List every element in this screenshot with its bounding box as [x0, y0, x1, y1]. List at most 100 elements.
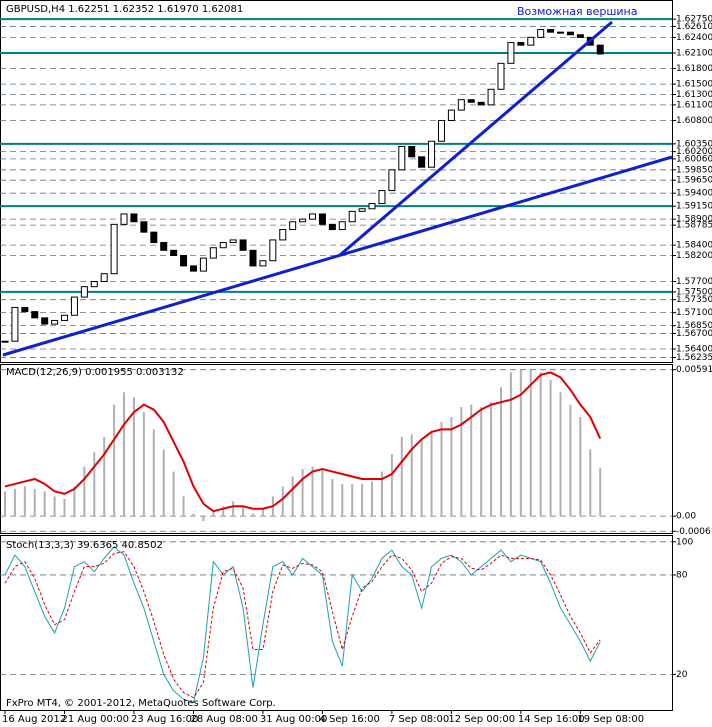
- candle: [388, 169, 396, 192]
- candle: [61, 314, 69, 321]
- candle: [517, 42, 525, 46]
- candle: [90, 280, 98, 288]
- candle: [547, 29, 555, 33]
- y-tick-label: 1.56235: [676, 353, 712, 363]
- candle: [140, 221, 148, 233]
- candle: [249, 249, 257, 267]
- candle: [120, 213, 128, 225]
- signal-line: [4, 371, 602, 513]
- candle: [408, 145, 416, 158]
- candle: [150, 231, 158, 244]
- y-tick-label: 1.59150: [676, 202, 712, 212]
- y-tick-label: 1.60060: [676, 154, 712, 164]
- copyright: FxPro MT4, © 2001-2012, MetaQuotes Softw…: [6, 698, 276, 709]
- y-tick-label: 1.60350: [676, 139, 712, 149]
- price-panel: [0, 0, 673, 363]
- candle: [70, 296, 78, 316]
- y-tick-label: 1.57350: [676, 295, 712, 305]
- y-tick-label: 1.61300: [676, 90, 712, 100]
- candle: [576, 34, 584, 38]
- y-tick-label: 1.60800: [676, 116, 712, 126]
- candle: [338, 221, 346, 231]
- macd-panel: [0, 364, 673, 534]
- x-tick-label: 16 Aug 2012: [2, 714, 66, 725]
- y-tick-label: 20: [676, 670, 688, 680]
- candle: [328, 223, 336, 231]
- candle: [219, 242, 227, 249]
- x-tick-label: 31 Aug 00:00: [260, 714, 327, 725]
- stoch-title: Stoch(13,3,3) 39.6365 40.8502: [6, 540, 163, 551]
- x-tick-label: 12 Sep 00:00: [448, 714, 515, 725]
- candle: [279, 229, 287, 241]
- candle: [31, 311, 39, 319]
- candle: [100, 273, 108, 282]
- x-tick-label: 7 Sep 08:00: [389, 714, 449, 725]
- x-tick-label: 28 Aug 08:00: [190, 714, 257, 725]
- y-tick-label: 1.62400: [676, 33, 712, 43]
- stoch-line: [4, 551, 601, 699]
- candle: [160, 242, 168, 251]
- candle: [180, 255, 188, 267]
- y-tick-label: 1.57500: [676, 287, 712, 297]
- candle: [507, 42, 515, 64]
- candle: [41, 317, 49, 325]
- y-tick-label: 0.00: [676, 512, 696, 522]
- y-tick-label: 1.56850: [676, 321, 712, 331]
- candle: [527, 36, 535, 46]
- candle: [447, 109, 455, 121]
- candle: [170, 249, 178, 257]
- candle: [497, 62, 505, 90]
- candle: [199, 257, 207, 272]
- candle: [51, 319, 59, 325]
- trend-line: [2, 155, 673, 357]
- candle: [437, 119, 445, 142]
- stoch-line: [4, 546, 601, 704]
- stoch-panel: [0, 535, 673, 711]
- candle: [130, 213, 138, 223]
- y-tick-label: 1.61800: [676, 64, 712, 74]
- y-tick-label: 1.62610: [676, 22, 712, 32]
- y-tick-label: 1.57700: [676, 277, 712, 287]
- y-tick-label: 1.56400: [676, 345, 712, 355]
- candle: [467, 99, 475, 103]
- y-tick-label: 1.57100: [676, 308, 712, 318]
- y-tick-label: 1.59400: [676, 189, 712, 199]
- candle: [259, 260, 267, 267]
- y-tick-label: 1.61100: [676, 100, 712, 110]
- annotation: Возможная вершина: [517, 5, 638, 18]
- x-tick-label: 23 Aug 16:00: [131, 714, 198, 725]
- y-tick-label: 1.59850: [676, 165, 712, 175]
- candle: [289, 221, 297, 231]
- candle: [428, 140, 436, 168]
- y-tick-label: 0.00591: [676, 365, 712, 375]
- y-tick-label: 1.58400: [676, 241, 712, 251]
- candle: [11, 306, 19, 342]
- candle: [368, 203, 376, 210]
- y-tick-label: 1.58900: [676, 215, 712, 225]
- candle: [189, 265, 197, 272]
- x-tick-label: 14 Sep 16:00: [518, 714, 585, 725]
- candle: [537, 29, 545, 38]
- y-tick-label: 1.62100: [676, 48, 712, 58]
- candle: [110, 223, 118, 275]
- candle: [21, 306, 29, 313]
- candle: [269, 239, 277, 262]
- candle: [398, 145, 406, 171]
- candle: [487, 88, 495, 106]
- price-title: GBPUSD,H4 1.62251 1.62352 1.61970 1.6208…: [6, 4, 243, 15]
- candle: [348, 210, 356, 223]
- trend-line: [339, 20, 613, 257]
- candle: [358, 208, 366, 212]
- y-tick-label: 1.59650: [676, 176, 712, 186]
- y-tick-label: 1.56700: [676, 329, 712, 339]
- x-tick-label: 4 Sep 16:00: [319, 714, 379, 725]
- y-tick-label: 1.58785: [676, 221, 712, 231]
- y-tick-label: 1.58200: [676, 251, 712, 261]
- macd-title: MACD(12,26,9) 0.001955 0.003132: [6, 367, 184, 378]
- candle: [229, 239, 237, 244]
- candle: [557, 31, 565, 34]
- candle: [418, 156, 426, 168]
- candle: [378, 190, 386, 205]
